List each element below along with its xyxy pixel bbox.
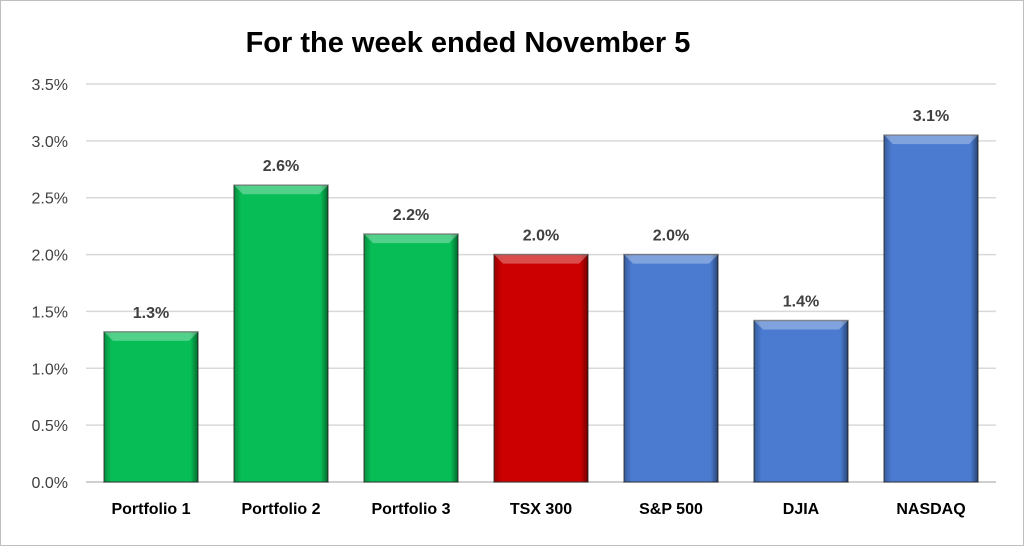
y-tick-label: 3.5% — [32, 77, 68, 94]
y-tick-label: 2.0% — [32, 248, 68, 265]
y-tick-label: 1.5% — [32, 304, 68, 321]
bar-bevel-top — [234, 185, 328, 195]
y-tick-label: 2.5% — [32, 191, 68, 208]
bar-bevel-shade — [754, 320, 848, 482]
data-label: 2.0% — [523, 228, 559, 245]
x-category-label: DJIA — [783, 501, 820, 518]
bar-bevel-top — [624, 254, 718, 264]
y-tick-label: 0.0% — [32, 475, 68, 492]
data-label: 2.0% — [653, 228, 689, 245]
x-category-label: Portfolio 1 — [111, 501, 190, 518]
data-label: 1.3% — [133, 305, 169, 322]
bar-bevel-shade — [234, 185, 328, 482]
bar-bevel-shade — [884, 135, 978, 482]
bar-bevel-top — [884, 135, 978, 145]
bar-bevel-top — [364, 234, 458, 244]
x-category-label: NASDAQ — [896, 501, 965, 518]
x-category-label: TSX 300 — [510, 501, 572, 518]
chart-title: For the week ended November 5 — [246, 27, 691, 59]
y-tick-label: 0.5% — [32, 418, 68, 435]
data-label: 2.2% — [393, 207, 429, 224]
x-category-label: Portfolio 3 — [371, 501, 450, 518]
bar — [883, 134, 979, 483]
bar-bevel-shade — [104, 331, 198, 482]
bar-bevel-top — [104, 331, 198, 341]
bar — [233, 184, 329, 483]
y-tick-label: 3.0% — [32, 134, 68, 151]
y-tick-label: 1.0% — [32, 361, 68, 378]
data-label: 3.1% — [913, 108, 949, 125]
bar — [753, 319, 849, 483]
data-label: 2.6% — [263, 158, 299, 175]
x-category-label: Portfolio 2 — [241, 501, 320, 518]
bar — [623, 253, 719, 483]
x-category-label: S&P 500 — [639, 501, 703, 518]
bar — [363, 233, 459, 483]
data-label: 1.4% — [783, 294, 819, 311]
bar-bevel-shade — [364, 234, 458, 482]
bar-bevel-top — [754, 320, 848, 330]
bar-bevel-shade — [624, 254, 718, 482]
bar — [493, 253, 589, 483]
bar — [103, 331, 199, 483]
bar-bevel-shade — [494, 254, 588, 482]
bar-bevel-top — [494, 254, 588, 264]
